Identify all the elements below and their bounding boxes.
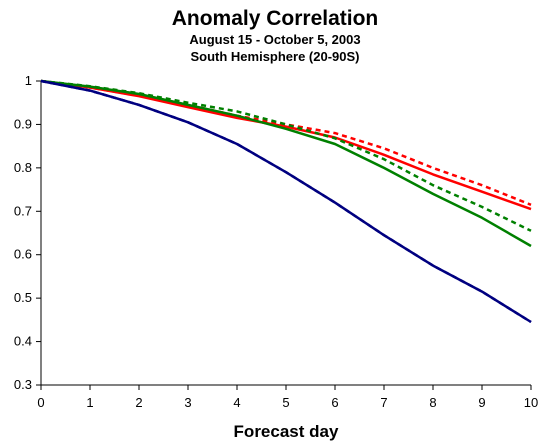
- y-axis: 0.3 0.4 0.5 0.6 0.7 0.8 0.9 1: [14, 73, 42, 392]
- y-tick-label: 1: [25, 73, 32, 88]
- series-line-6: [40, 79, 532, 324]
- y-tick-label: 0.7: [14, 203, 32, 218]
- series-line-3: [40, 79, 532, 248]
- chart-subtitle-dates: August 15 - October 5, 2003: [189, 32, 361, 47]
- y-tick-label: 0.9: [14, 116, 32, 131]
- y-tick-label: 0.5: [14, 290, 32, 305]
- series-line-5: [40, 79, 532, 324]
- x-tick-label: 4: [233, 395, 240, 410]
- x-tick-label: 1: [86, 395, 93, 410]
- chart-subtitle-region: South Hemisphere (20-90S): [190, 49, 360, 64]
- chart-title: Anomaly Correlation: [171, 7, 379, 30]
- y-tick-label: 0.8: [14, 160, 32, 175]
- series-line-4: [40, 79, 532, 232]
- x-tick-label: 8: [429, 395, 436, 410]
- series-layer: [40, 79, 532, 324]
- x-tick-label: 3: [184, 395, 191, 410]
- x-tick-label: 2: [135, 395, 142, 410]
- series-line-2: [40, 79, 532, 206]
- x-axis-title: Forecast day: [234, 422, 339, 441]
- x-tick-label: 5: [282, 395, 289, 410]
- series-line-1: [40, 79, 532, 211]
- x-axis: 0 1 2 3 4 5 6 7 8 9 10: [37, 384, 538, 410]
- chart-header: Anomaly Correlation August 15 - October …: [0, 6, 550, 65]
- y-tick-label: 0.6: [14, 247, 32, 262]
- x-tick-label: 0: [37, 395, 44, 410]
- x-tick-label: 9: [478, 395, 485, 410]
- y-tick-label: 0.4: [14, 334, 32, 349]
- x-tick-label: 7: [380, 395, 387, 410]
- y-tick-label: 0.3: [14, 377, 32, 392]
- x-tick-label: 10: [524, 395, 538, 410]
- x-tick-label: 6: [331, 395, 338, 410]
